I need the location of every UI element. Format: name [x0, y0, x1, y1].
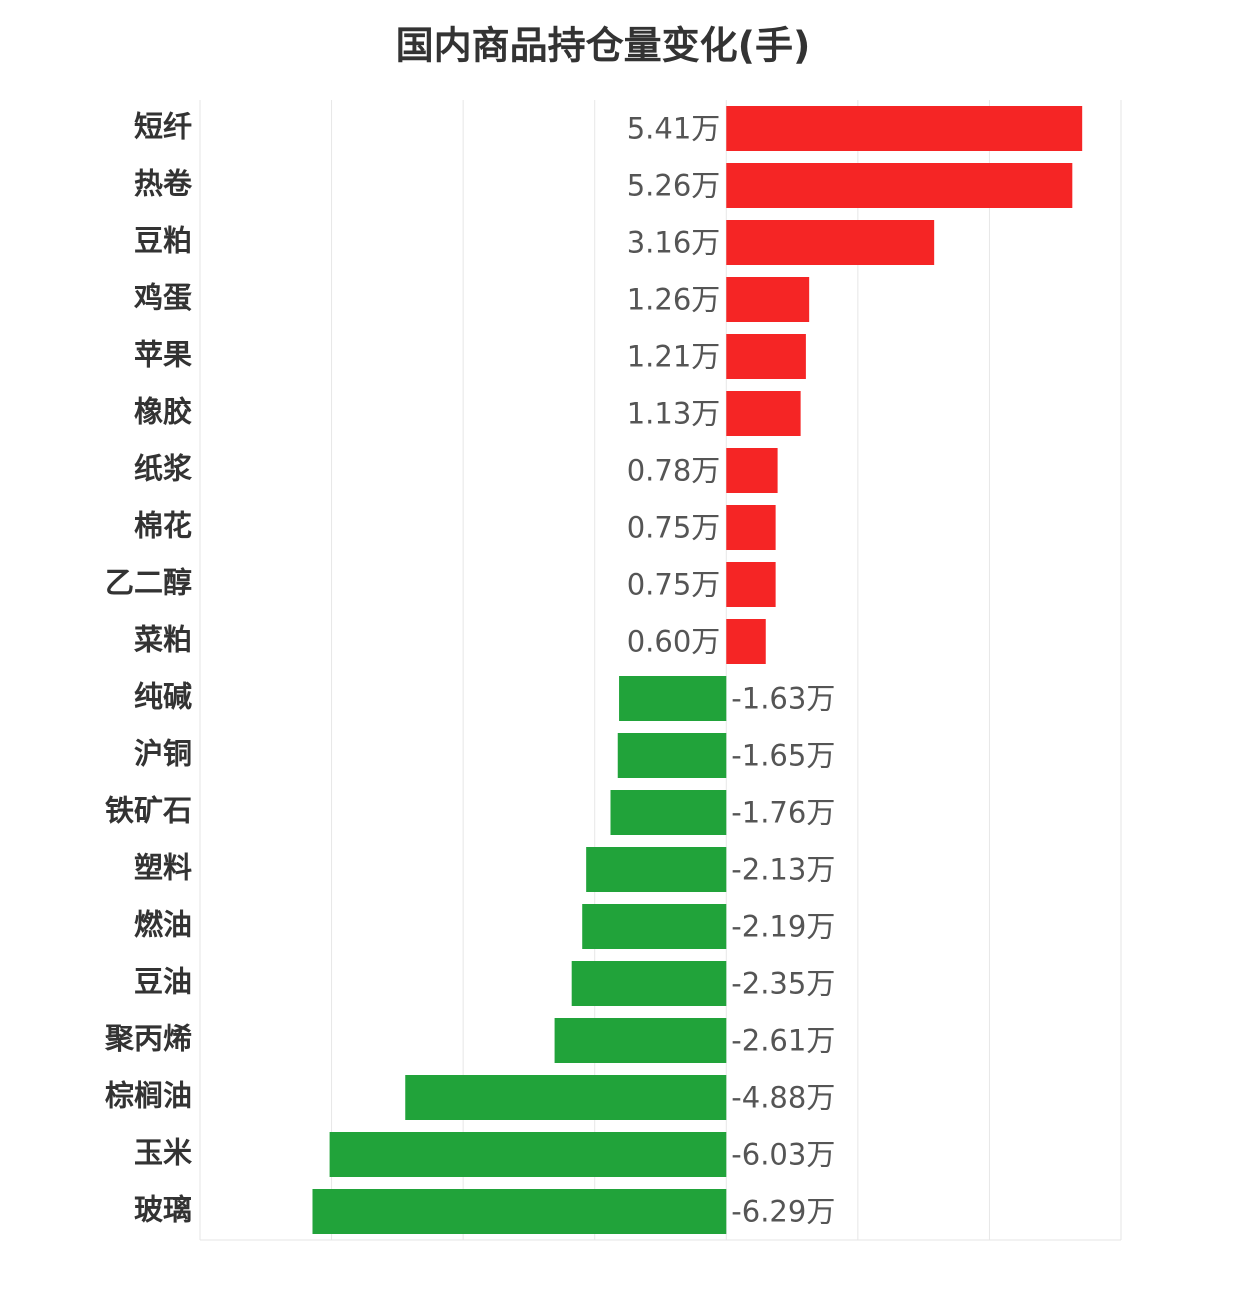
bar [726, 334, 806, 379]
value-label: -2.35万 [731, 967, 835, 1001]
y-tick-label: 玉米 [134, 1136, 192, 1170]
bar [617, 733, 727, 778]
value-label: 1.13万 [627, 397, 721, 431]
value-label: -2.13万 [731, 853, 835, 887]
y-tick-label: 苹果 [134, 338, 192, 372]
bar [726, 505, 776, 550]
bar [726, 163, 1073, 208]
y-tick-label: 短纤 [134, 110, 192, 144]
bar [586, 847, 727, 892]
y-tick-label: 沪铜 [134, 737, 192, 771]
y-tick-label: 棕榈油 [105, 1079, 192, 1113]
value-label: -1.76万 [731, 796, 835, 830]
bar [726, 106, 1083, 151]
y-tick-label: 乙二醇 [105, 566, 192, 600]
bar [726, 448, 778, 493]
value-label: 0.60万 [627, 625, 721, 659]
value-label: -2.61万 [731, 1024, 835, 1058]
y-tick-label: 纸浆 [134, 452, 193, 486]
y-tick-label: 豆粕 [134, 224, 192, 258]
y-tick-label: 铁矿石 [105, 794, 192, 828]
value-label: -6.29万 [731, 1195, 835, 1229]
bar [571, 961, 727, 1006]
bar [312, 1189, 727, 1234]
value-label: 1.21万 [627, 340, 721, 374]
y-tick-label: 棉花 [134, 509, 192, 543]
value-label: -1.65万 [731, 739, 835, 773]
bar [582, 904, 727, 949]
value-label: -6.03万 [731, 1138, 835, 1172]
bar [610, 790, 727, 835]
y-tick-label: 橡胶 [134, 395, 192, 429]
bar [726, 391, 801, 436]
value-label: 0.75万 [627, 568, 721, 602]
bar [329, 1132, 727, 1177]
value-label: 5.26万 [627, 169, 721, 203]
y-tick-label: 热卷 [134, 167, 193, 201]
value-label: 3.16万 [627, 226, 721, 260]
y-tick-label: 菜粕 [134, 623, 192, 657]
value-label: -2.19万 [731, 910, 835, 944]
value-label: 0.78万 [627, 454, 721, 488]
bar [726, 277, 810, 322]
bar [726, 562, 776, 607]
chart-title: 国内商品持仓量变化(手) [396, 24, 811, 68]
bar [726, 619, 766, 664]
y-tick-label: 豆油 [134, 965, 192, 999]
bar [726, 220, 935, 265]
value-label: -1.63万 [731, 682, 835, 716]
y-tick-label: 塑料 [134, 851, 192, 885]
y-tick-label: 燃油 [134, 908, 192, 942]
y-tick-label: 聚丙烯 [104, 1022, 192, 1056]
value-label: 0.75万 [627, 511, 721, 545]
y-tick-label: 鸡蛋 [134, 281, 192, 315]
bar [554, 1018, 727, 1063]
value-label: -4.88万 [731, 1081, 835, 1115]
y-tick-label: 玻璃 [134, 1193, 192, 1227]
value-label: 5.41万 [627, 112, 721, 146]
bar [405, 1075, 727, 1120]
bar [619, 676, 727, 721]
value-label: 1.26万 [627, 283, 721, 317]
y-tick-label: 纯碱 [134, 680, 192, 714]
